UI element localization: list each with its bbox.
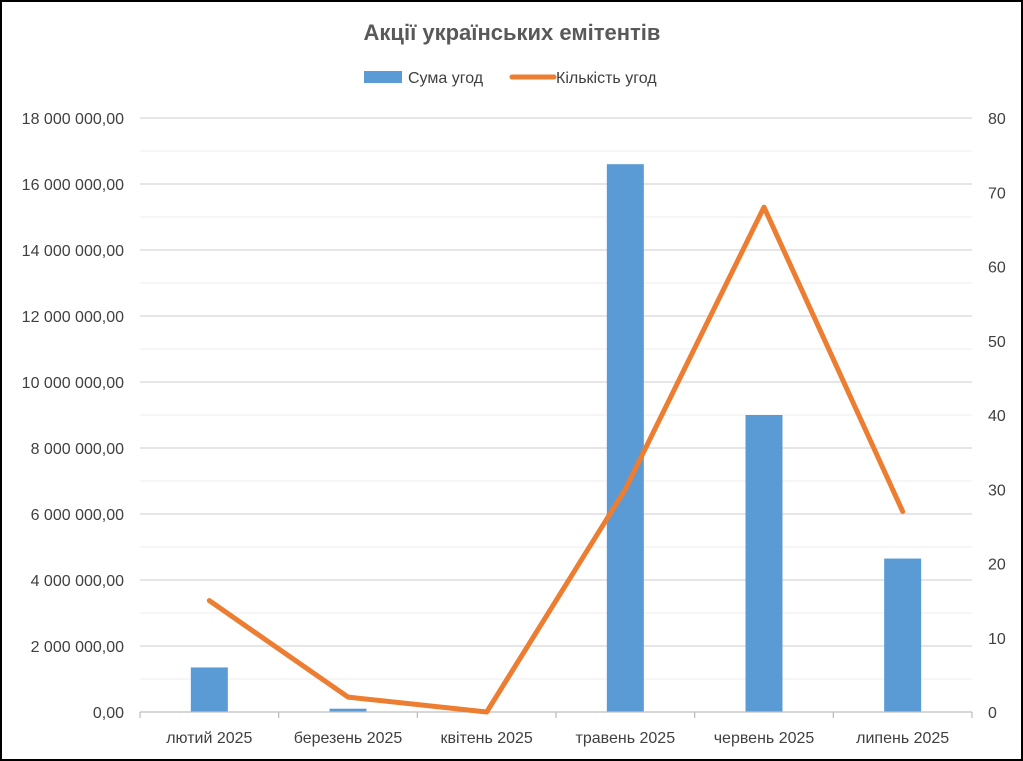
bar-series bbox=[190, 164, 922, 712]
bar-1 bbox=[190, 667, 228, 712]
x-axis bbox=[139, 711, 973, 718]
x-tick-label: липень 2025 bbox=[856, 730, 949, 747]
legend-label-line: Кількість угод bbox=[556, 70, 657, 87]
bar-2 bbox=[329, 708, 367, 712]
right-tick-label: 0 bbox=[988, 705, 997, 722]
right-tick-label: 70 bbox=[988, 185, 1006, 202]
right-axis-ticks: 0 10 20 30 40 50 60 70 80 bbox=[988, 111, 1006, 722]
left-tick-label: 6 000 000,00 bbox=[31, 507, 125, 524]
legend: Сума угод Кількість угод bbox=[364, 70, 657, 87]
right-tick-label: 40 bbox=[988, 408, 1006, 425]
right-tick-label: 10 bbox=[988, 631, 1006, 648]
right-tick-label: 50 bbox=[988, 334, 1006, 351]
left-tick-label: 16 000 000,00 bbox=[22, 177, 124, 194]
bar-5 bbox=[745, 415, 783, 712]
line-series bbox=[206, 204, 906, 715]
legend-swatch-bar bbox=[364, 71, 402, 83]
right-tick-label: 60 bbox=[988, 260, 1006, 277]
right-tick-label: 80 bbox=[988, 111, 1006, 128]
x-axis-ticks: лютий 2025 березень 2025 квітень 2025 траве… bbox=[166, 730, 949, 747]
left-tick-label: 12 000 000,00 bbox=[22, 309, 124, 326]
x-tick-label: травень 2025 bbox=[576, 730, 676, 747]
bar-4 bbox=[606, 164, 644, 712]
x-tick-label: березень 2025 bbox=[294, 730, 403, 747]
left-tick-label: 4 000 000,00 bbox=[31, 573, 125, 590]
left-tick-label: 2 000 000,00 bbox=[31, 639, 125, 656]
grid bbox=[140, 117, 972, 680]
chart-title: Акції українських емітентів bbox=[364, 20, 661, 45]
left-axis-ticks: 0,00 2 000 000,00 4 000 000,00 6 000 000,00… bbox=[22, 111, 124, 722]
line-kilkist-ugod bbox=[206, 204, 906, 715]
x-tick-label: квітень 2025 bbox=[441, 730, 533, 747]
right-tick-label: 30 bbox=[988, 482, 1006, 499]
x-tick-label: лютий 2025 bbox=[166, 730, 252, 747]
left-tick-label: 18 000 000,00 bbox=[22, 111, 124, 128]
left-tick-label: 0,00 bbox=[93, 705, 124, 722]
legend-label-bar: Сума угод bbox=[408, 70, 484, 87]
right-tick-label: 20 bbox=[988, 557, 1006, 574]
left-tick-label: 8 000 000,00 bbox=[31, 441, 125, 458]
left-tick-label: 10 000 000,00 bbox=[22, 375, 124, 392]
left-tick-label: 14 000 000,00 bbox=[22, 243, 124, 260]
x-tick-label: червень 2025 bbox=[714, 730, 815, 747]
bar-6 bbox=[884, 558, 922, 712]
